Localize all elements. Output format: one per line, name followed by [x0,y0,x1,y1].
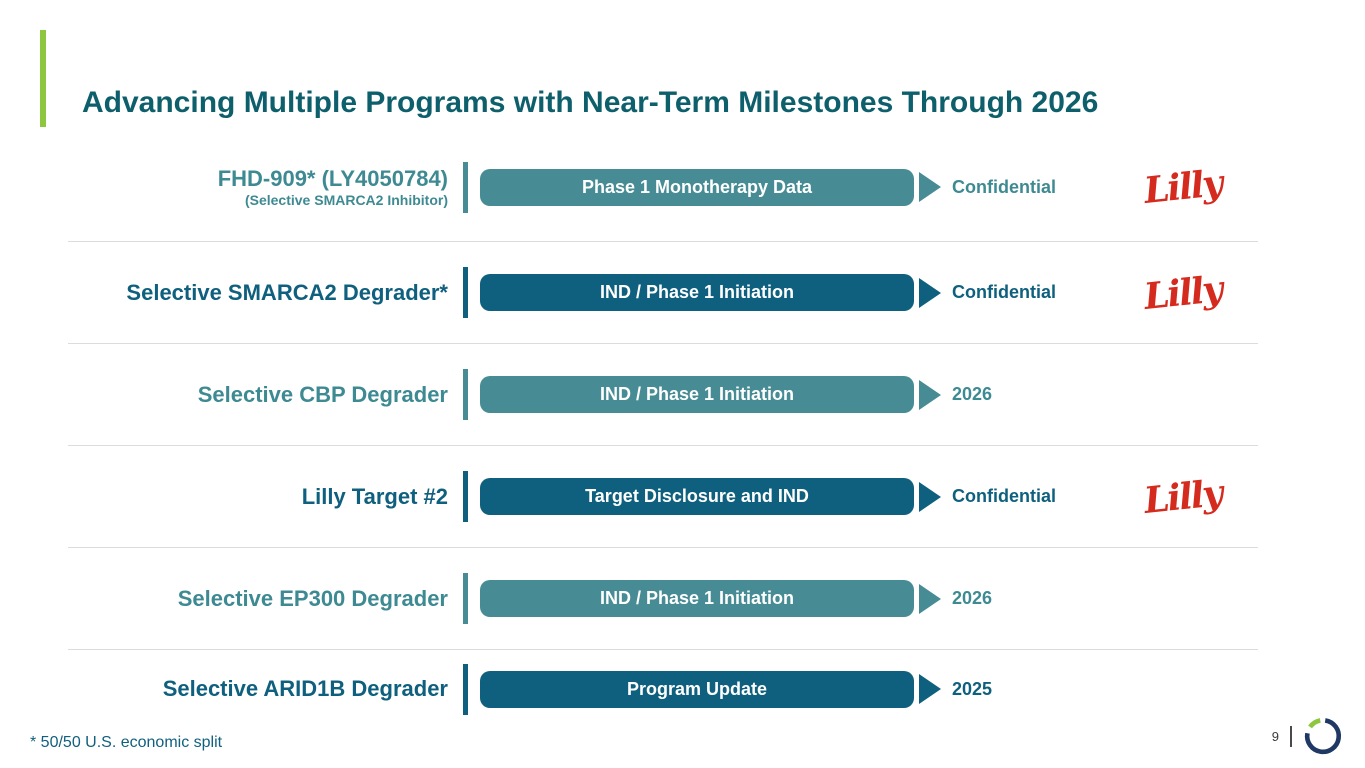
milestone-label: Program Update [626,678,768,699]
program-name: Selective EP300 Degrader [177,585,448,611]
arrow-right-icon [919,277,941,308]
foghorn-ring-logo [1304,718,1342,755]
arrow-right-icon [919,583,941,614]
timeline-tick [463,267,468,318]
program-name: Selective ARID1B Degrader [162,676,448,702]
program-row-ep300-degrader: Selective EP300 Degrader IND / Phase 1 I… [68,548,1258,650]
program-row-lilly-target-2: Lilly Target #2 Target Disclosure and IN… [68,446,1258,548]
lilly-logo: Lilly [1142,267,1224,318]
milestone-bar: Target Disclosure and IND [480,478,914,515]
timeline-tick [463,663,468,715]
partner-logo-slot: Lilly [1108,268,1258,318]
milestone-label: IND / Phase 1 Initiation [599,384,795,404]
program-label-block: Selective EP300 Degrader [68,586,448,611]
program-row-smarca2-degrader: Selective SMARCA2 Degrader* IND / Phase … [68,242,1258,344]
milestone-bar: Phase 1 Monotherapy Data [480,168,914,206]
slide-title: Advancing Multiple Programs with Near-Te… [82,86,1099,120]
timeline-tick [463,161,468,213]
program-row-arid1b-degrader: Selective ARID1B Degrader Program Update… [68,650,1258,728]
program-label-block: FHD-909* (LY4050784) (Selective SMARCA2 … [68,166,448,207]
arrow-right-icon [919,379,941,410]
program-subtitle: (Selective SMARCA2 Inhibitor) [244,191,448,208]
lilly-logo: Lilly [1142,162,1224,212]
milestone-label: Phase 1 Monotherapy Data [581,176,813,197]
partner-logo-slot: Lilly [1108,162,1258,212]
milestone-timing: Confidential [952,486,1056,506]
title-accent-bar [40,30,46,127]
page-number: 9 [1271,728,1279,744]
program-label-block: Selective CBP Degrader [68,382,448,407]
lilly-logo: Lilly [1142,471,1224,522]
milestone-bar: IND / Phase 1 Initiation [480,274,914,311]
milestone-timing: Confidential [952,282,1056,302]
milestone-bar: Program Update [480,670,914,708]
milestone-bar: IND / Phase 1 Initiation [480,580,914,617]
footer-divider [1290,725,1292,747]
program-label-block: Selective ARID1B Degrader [68,676,448,701]
arrow-right-icon [919,481,941,512]
footnote: * 50/50 U.S. economic split [30,734,223,751]
program-name: Selective SMARCA2 Degrader* [126,279,448,305]
milestone-label: IND / Phase 1 Initiation [599,282,795,302]
milestone-bar: IND / Phase 1 Initiation [480,376,914,413]
program-row-fhd909: FHD-909* (LY4050784) (Selective SMARCA2 … [68,133,1258,242]
program-name: Selective CBP Degrader [197,381,448,407]
footer-right: 9 [1272,716,1343,756]
milestone-timing: 2026 [952,384,993,404]
program-name: FHD-909* (LY4050784) [217,166,448,192]
timeline-tick [463,471,468,522]
milestone-timing: 2026 [952,588,993,608]
milestone-timing: Confidential [952,176,1056,197]
milestone-label: Target Disclosure and IND [585,486,809,506]
partner-logo-slot: Lilly [1108,472,1258,522]
timeline-tick [463,573,468,624]
timeline-tick [463,369,468,420]
arrow-right-icon [919,172,941,202]
arrow-right-icon [919,674,941,704]
program-label-block: Selective SMARCA2 Degrader* [68,280,448,305]
program-name: Lilly Target #2 [301,483,448,509]
milestone-label: IND / Phase 1 Initiation [599,588,795,608]
program-row-cbp-degrader: Selective CBP Degrader IND / Phase 1 Ini… [68,344,1258,446]
program-milestone-list: FHD-909* (LY4050784) (Selective SMARCA2 … [68,133,1258,728]
program-label-block: Lilly Target #2 [68,484,448,509]
milestone-timing: 2025 [952,678,993,699]
